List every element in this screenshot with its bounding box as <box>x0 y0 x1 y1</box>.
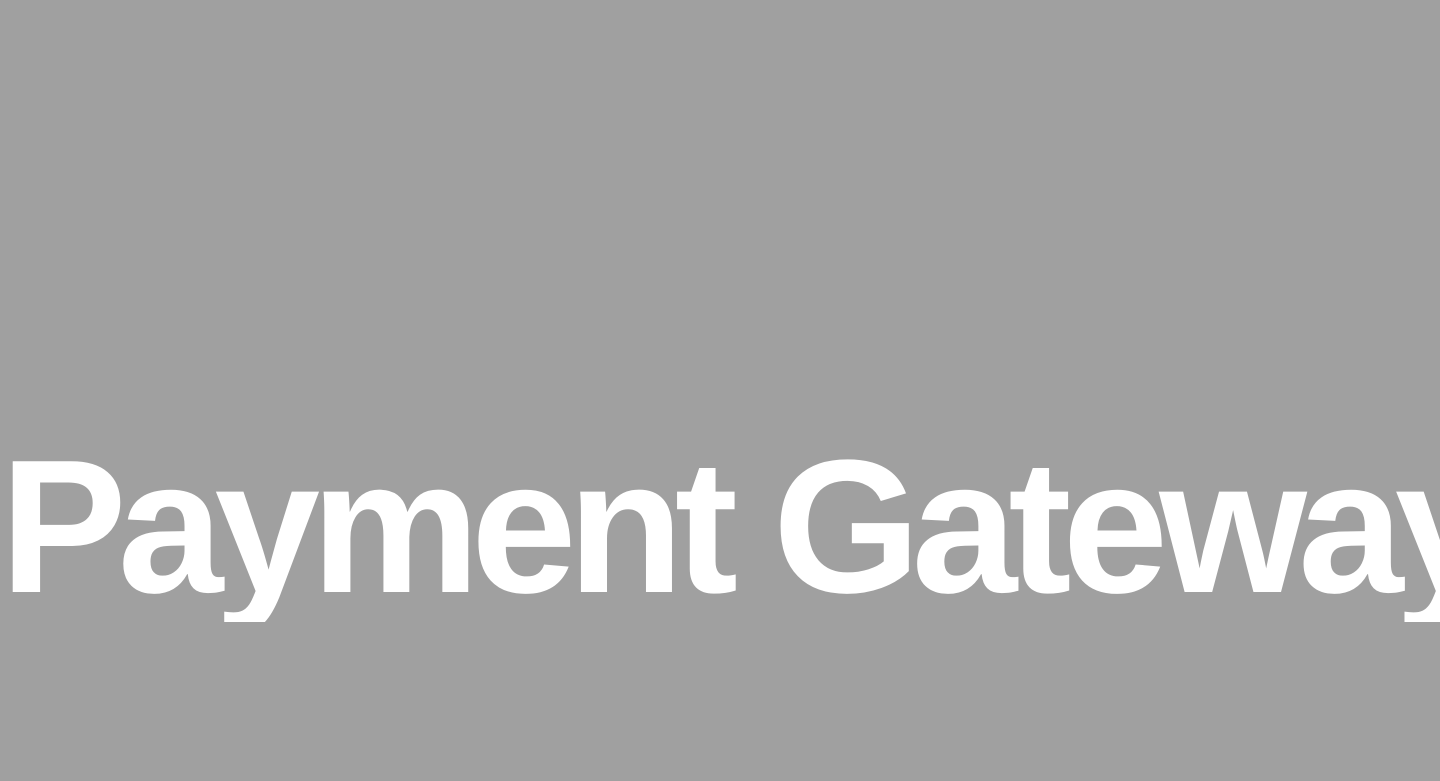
hero-title: Payment Gateway <box>0 432 1440 622</box>
